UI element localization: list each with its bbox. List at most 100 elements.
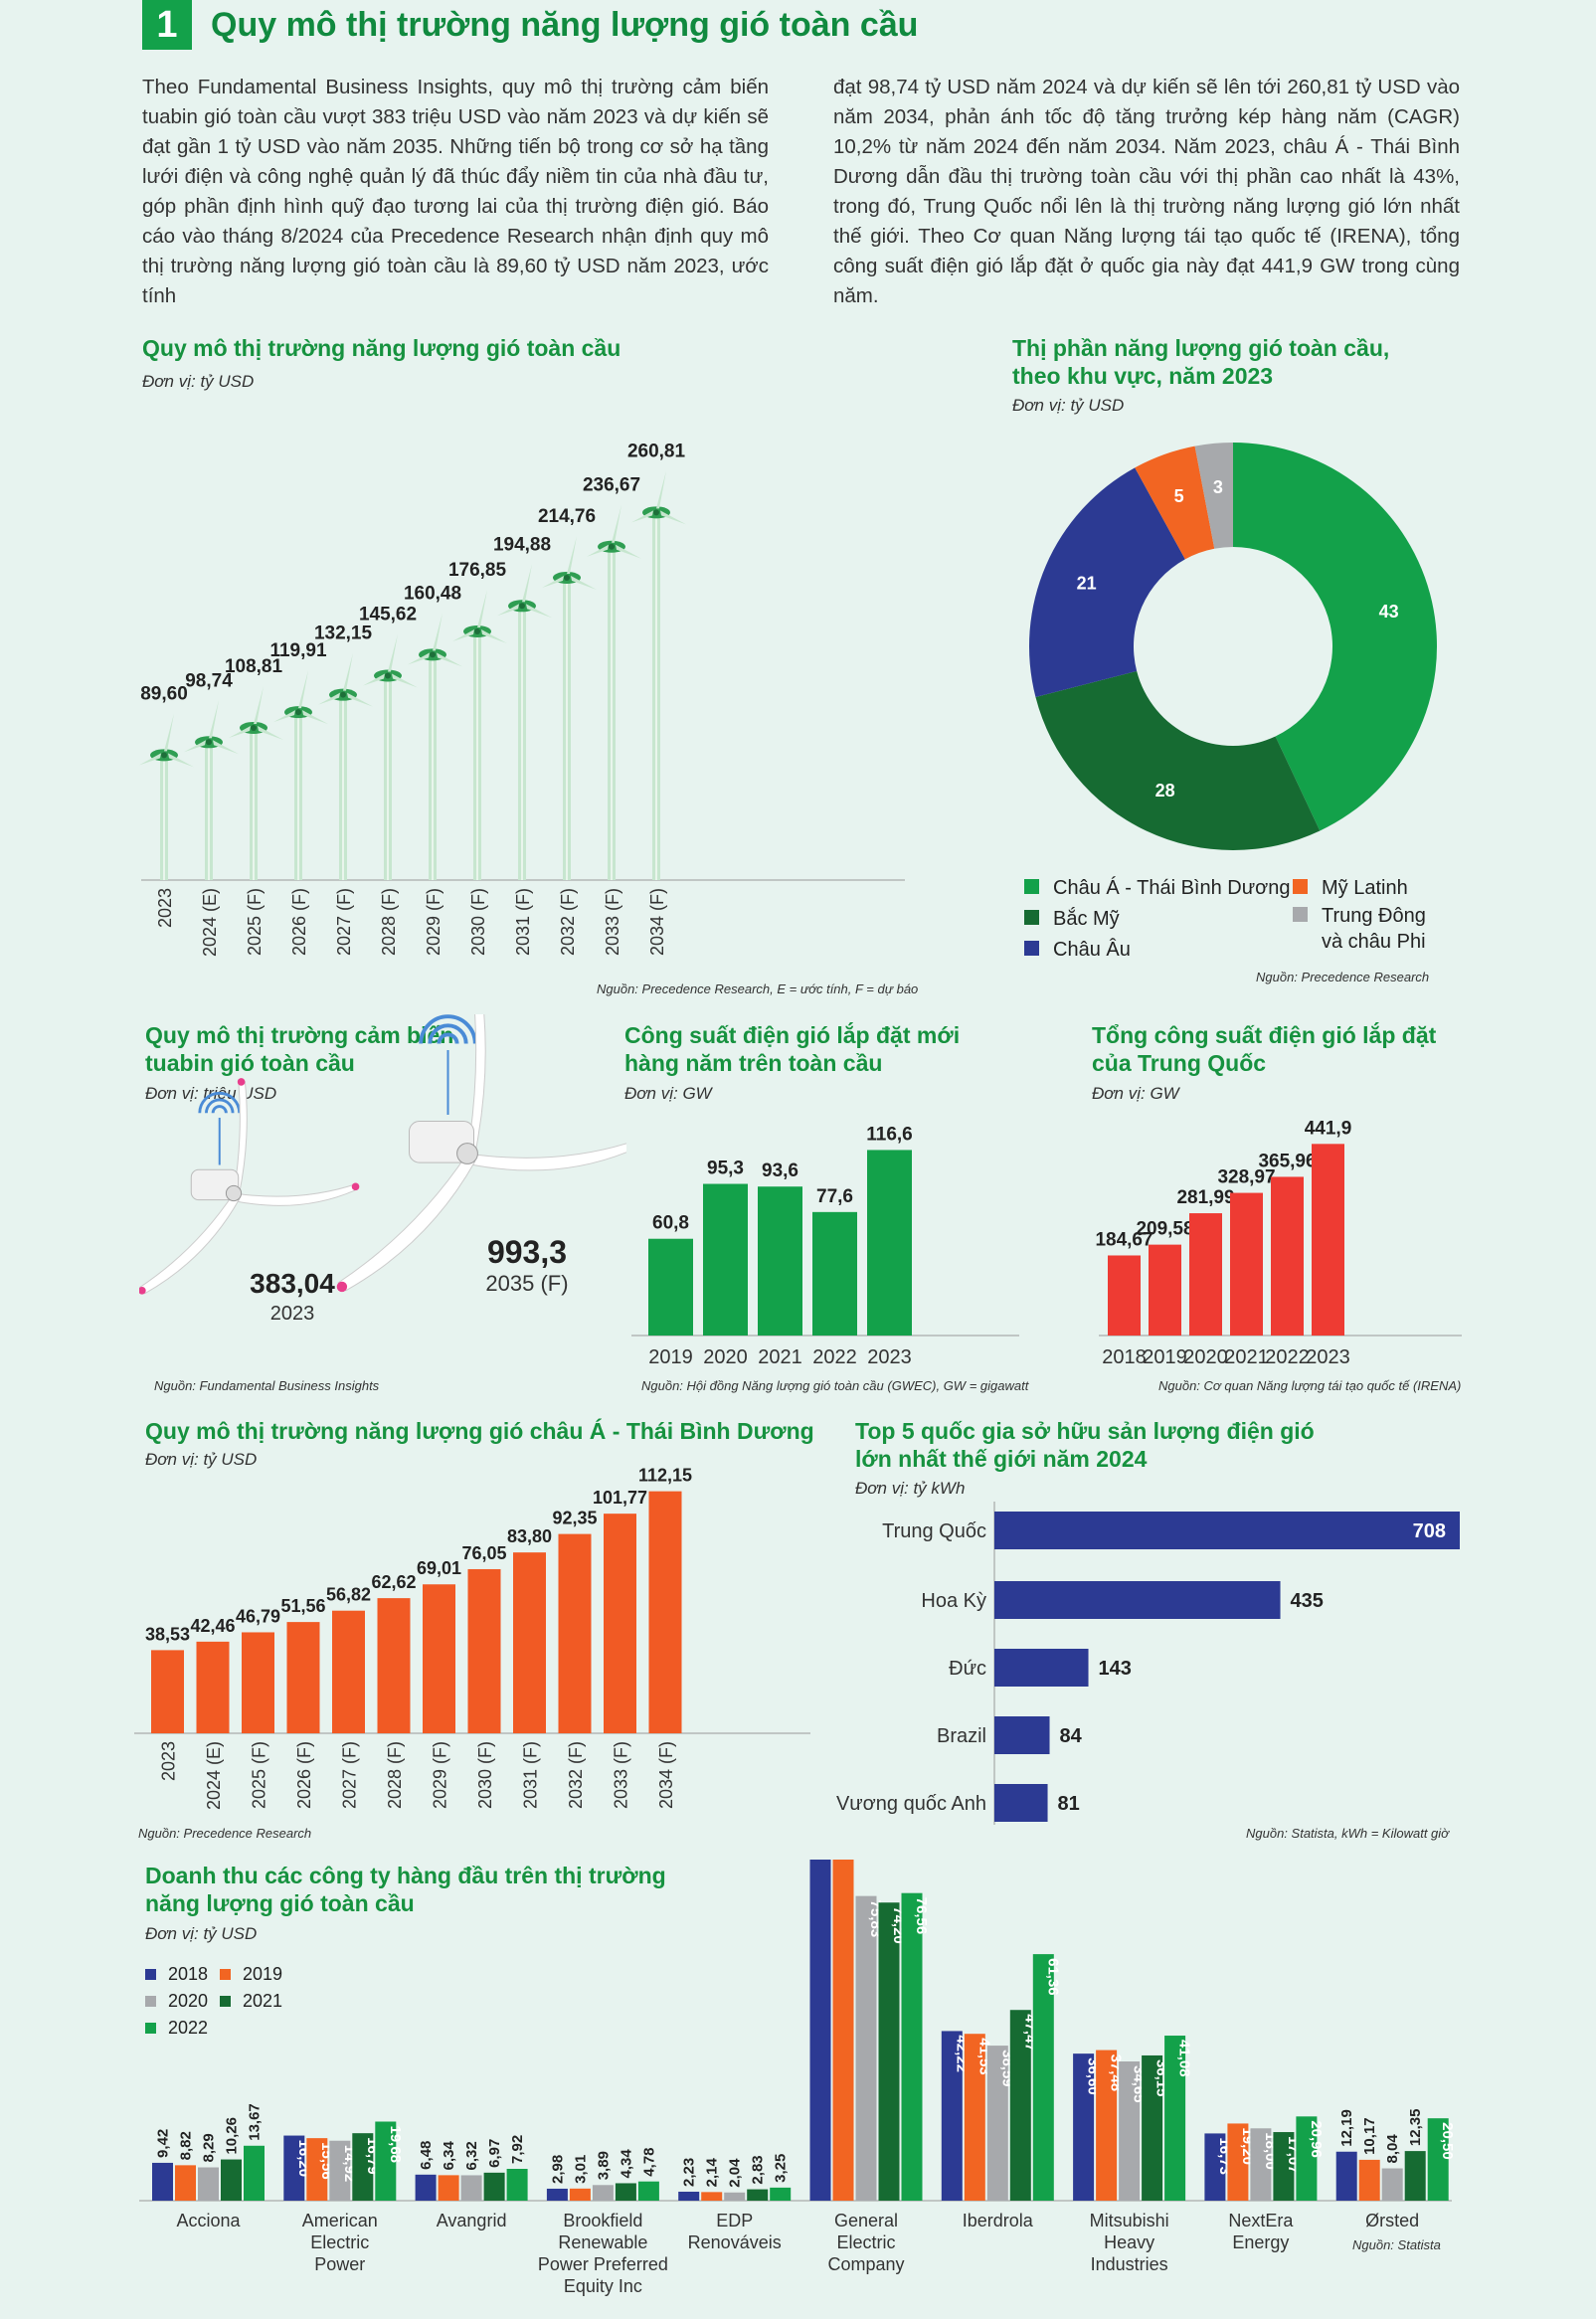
turbine-hub (474, 627, 480, 634)
x-tick-label: 2026 (F) (294, 1741, 314, 1809)
chart-unit-global-market: Đơn vị: tỷ USD (142, 372, 255, 391)
bar (1108, 1255, 1141, 1336)
x-tick-label: Acciona (176, 2211, 241, 2230)
bar (1164, 2036, 1186, 2201)
legend-swatch (220, 1969, 231, 1980)
turbine-tower-highlight (611, 544, 613, 880)
turbine-blade (452, 628, 474, 641)
turbine-blade (466, 1014, 486, 1155)
chart-unit-regional: Đơn vị: tỷ USD (1012, 396, 1125, 415)
x-tick-label: Brookfield (563, 2211, 642, 2230)
x-tick-label: 2024 (E) (200, 888, 220, 957)
chart-china-capacity: 184,67 2018 209,58 2019 281,99 2020 328,97 2021… (1095, 1118, 1462, 1368)
x-tick-label: Industries (1091, 2254, 1168, 2274)
x-tick-label: 2030 (F) (475, 1741, 495, 1809)
source-sensor: Nguồn: Fundamental Business Insights (154, 1378, 380, 1393)
bar (770, 2187, 792, 2201)
data-label: 112,15 (638, 1466, 692, 1486)
bar (242, 1632, 274, 1733)
turbine-blade (209, 700, 219, 739)
y-tick-label: Đức (949, 1658, 986, 1680)
data-label: 441,9 (1305, 1118, 1352, 1139)
legend-label: 2019 (243, 1964, 283, 1984)
turbine-tower-highlight (432, 652, 434, 880)
pie-slice (1194, 443, 1233, 549)
bar (1404, 2151, 1426, 2201)
turbine-hub (385, 672, 391, 679)
turbine-blade (437, 652, 462, 667)
turbine-blade (656, 470, 666, 509)
data-label: 2,23 (681, 2158, 698, 2187)
data-label: 6,48 (418, 2141, 435, 2170)
legend-item: 2021 (220, 1990, 282, 2012)
turbine-hub (225, 1184, 243, 1202)
x-tick-label: Iberdrola (963, 2211, 1034, 2230)
bar (994, 1784, 1048, 1822)
data-label: 20,96 (1308, 2120, 1325, 2158)
data-label: 281,99 (1176, 1187, 1234, 1208)
turbine-tower-highlight (521, 604, 523, 880)
legend-item: 2018 (145, 1963, 208, 1985)
bar (175, 2165, 196, 2201)
chart-title-sensor-2: tuabin gió toàn cầu (145, 1050, 355, 1076)
legend-item: Châu Âu (1024, 937, 1131, 963)
source-newcap: Nguồn: Hội đồng Năng lượng gió toàn cầu … (641, 1378, 1029, 1393)
bar (809, 1860, 831, 2201)
data-label: 77,6 (816, 1186, 853, 1207)
bar (558, 1533, 592, 1733)
data-label: 3,25 (773, 2154, 790, 2183)
chart-title-companies-2: năng lượng gió toàn cầu (145, 1890, 415, 1916)
bar (332, 1610, 365, 1733)
turbine-blade (273, 710, 295, 723)
data-label: 194,88 (493, 534, 551, 555)
turbine-blade (302, 710, 328, 725)
blade-tip (237, 1078, 246, 1086)
bar (724, 2192, 746, 2201)
data-label: 56,82 (326, 1585, 371, 1605)
data-label: 84 (1060, 1725, 1083, 1747)
data-label: 6,32 (463, 2141, 480, 2170)
data-label: 160,48 (404, 583, 461, 604)
data-label: 132,15 (314, 624, 373, 644)
legend-label: 2022 (168, 2018, 209, 2038)
x-tick-label: 2021 (758, 1346, 802, 1368)
data-label: 10,26 (224, 2117, 241, 2155)
data-label: 93,6 (762, 1160, 798, 1181)
chart-title-china-1: Tổng công suất điện gió lắp đặt (1092, 1022, 1437, 1048)
data-label: 89,60 (140, 683, 188, 704)
turbine-hub (251, 724, 257, 731)
turbine-blade (184, 740, 206, 753)
legend-swatch (1024, 879, 1039, 894)
data-label: 2,14 (704, 2158, 721, 2188)
turbine-blade (481, 628, 507, 643)
x-tick-label: 2020 (703, 1346, 748, 1368)
page-title: Quy mô thị trường năng lượng gió toàn cầ… (211, 6, 919, 44)
turbine-hub (430, 651, 436, 658)
data-label: 435 (1291, 1590, 1324, 1612)
turbine-blade (233, 1182, 358, 1206)
legend-item: Mỹ Latinh (1293, 875, 1408, 901)
bar (506, 2169, 528, 2201)
source-global-market: Nguồn: Precedence Research, E = ước tính… (597, 981, 919, 996)
legend-swatch (220, 1996, 231, 2007)
chart-title-regional-2: theo khu vực, năm 2023 (1012, 363, 1274, 389)
x-tick-label: 2022 (1265, 1346, 1310, 1368)
chart-unit-top5: Đơn vị: tỷ kWh (855, 1479, 966, 1498)
data-label: 46,79 (236, 1606, 280, 1626)
x-tick-label: Renewable (558, 2232, 647, 2252)
x-tick-label: 2032 (F) (566, 1741, 586, 1809)
data-label: 6,97 (486, 2139, 503, 2168)
bar (615, 2183, 636, 2201)
data-label: 708 (1413, 1520, 1446, 1542)
legend-companies: 2018 2019 2020 2021 2022 (145, 1963, 384, 2043)
x-tick-label: Equity Inc (564, 2276, 642, 2296)
legend-item: 2020 (145, 1990, 208, 2012)
bar (1335, 2151, 1357, 2201)
bar (701, 2192, 723, 2201)
x-tick-label: 2034 (F) (656, 1741, 676, 1809)
turbine-blade (164, 713, 174, 752)
bar (377, 1598, 411, 1733)
wifi-icon (205, 1098, 235, 1114)
bar (941, 2031, 963, 2201)
bar (1427, 2118, 1449, 2201)
